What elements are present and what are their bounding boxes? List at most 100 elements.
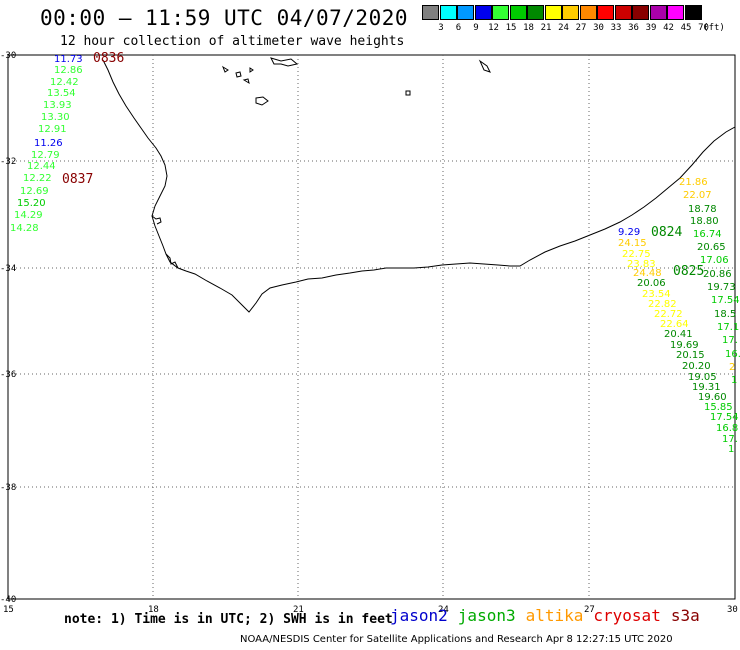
wave-height-value: 24.48 [633, 268, 662, 279]
colorbar-swatch [457, 5, 474, 20]
lon-tick-label: 21 [293, 605, 304, 615]
wave-height-value: 12.91 [38, 124, 67, 135]
wave-height-value: 12.79 [31, 150, 60, 161]
colorbar-swatch [667, 5, 684, 20]
wave-height-value: 17.06 [700, 255, 729, 266]
map-title: 00:00 – 11:59 UTC 04/07/2020 [40, 6, 409, 30]
wave-height-value: 20.06 [637, 278, 666, 289]
colorbar-label: 9 [473, 23, 479, 33]
map-subtitle: 12 hour collection of altimeter wave hei… [60, 34, 405, 49]
credit-line: NOAA/NESDIS Center for Satellite Applica… [240, 634, 673, 645]
colorbar-label: 18 [523, 23, 534, 33]
wave-height-value: 20.65 [697, 242, 726, 253]
wave-height-value: 22.72 [654, 309, 683, 320]
wave-height-value: 11.26 [34, 138, 63, 149]
wave-height-value: 9.29 [618, 227, 640, 238]
colorbar-swatch [544, 5, 562, 20]
colorbar-label: 24 [558, 23, 569, 33]
wave-height-value: 20.41 [664, 329, 693, 340]
legend-s3a: s3a [670, 606, 700, 625]
wave-height-value: 24.15 [618, 238, 647, 249]
colorbar-swatch [509, 5, 527, 20]
wave-height-value: 13.30 [41, 112, 70, 123]
colorbar-swatch [527, 5, 544, 20]
wave-height-value: 22.82 [648, 299, 677, 310]
wave-height-value: 22.64 [660, 319, 689, 330]
colorbar-swatch [632, 5, 649, 20]
colorbar-label: 6 [455, 23, 462, 33]
wave-height-value: 23.54 [642, 289, 671, 300]
legend-altika: altika [525, 606, 584, 625]
pass-time-label: 0825 [673, 264, 704, 279]
wave-height-value: 17.1 [717, 322, 739, 333]
wave-height-value: 12.42 [50, 77, 79, 88]
colorbar-label: 21 [540, 23, 552, 33]
lat-tick-label: -38 [0, 483, 16, 493]
colorbar-swatch [492, 5, 509, 20]
wave-height-value: 13.93 [43, 100, 72, 111]
colorbar-swatch [562, 5, 579, 20]
wave-height-value: 15.85 [704, 402, 733, 413]
wave-height-value: 20.15 [676, 350, 705, 361]
legend-jason3: jason3 [457, 606, 516, 625]
lon-tick-label: 24 [438, 605, 449, 615]
wave-height-value: 12.86 [54, 65, 83, 76]
colorbar-label: 39 [645, 23, 657, 33]
colorbar-swatch [684, 5, 702, 20]
wave-height-value: 20.86 [703, 269, 732, 280]
colorbar-swatch [579, 5, 597, 20]
footnote: note: 1) Time is in UTC; 2) SWH is in fe… [64, 612, 393, 627]
colorbar-swatch [422, 5, 439, 20]
coastline-detail-west [151, 215, 179, 269]
axis-ticks: 15 18 21 24 27 30-30-32-34-36-38-40 [0, 51, 738, 615]
wave-height-value: 19.05 [688, 372, 717, 383]
colorbar-swatch [439, 5, 457, 20]
colorbar-unit: (ft) [703, 23, 725, 33]
wave-height-value: 1 [731, 375, 737, 386]
graticule-grid [8, 55, 735, 599]
colorbar-label: 33 [610, 23, 622, 33]
wave-height-value: 20.20 [682, 361, 711, 372]
wave-height-value: 2 [729, 362, 735, 373]
pass-time-label: 0824 [651, 225, 682, 240]
colorbar-label: 27 [575, 23, 587, 33]
lat-tick-label: -40 [0, 595, 16, 605]
lat-tick-label: -30 [0, 51, 16, 61]
colorbar-label: 36 [628, 23, 639, 33]
wave-height-value: 21.86 [679, 177, 708, 188]
map-frame [7, 54, 736, 600]
wave-height-value: 16.8 [716, 423, 738, 434]
wave-height-value: 19.69 [670, 340, 699, 351]
wave-height-value: 19.31 [692, 382, 721, 393]
colorbar-swatch [474, 5, 492, 20]
wave-height-value: 12.44 [27, 161, 56, 172]
lat-tick-label: -32 [0, 157, 16, 167]
wave-height-value: 11.73 [54, 54, 83, 65]
wave-height-value: 14.29 [14, 210, 43, 221]
lat-tick-label: -36 [0, 370, 16, 380]
wave-height-value: 12.69 [20, 186, 49, 197]
wave-height-value: 18.80 [690, 216, 719, 227]
wave-height-value: 22.75 [622, 249, 651, 260]
lon-tick-label: 30 [727, 605, 738, 615]
lon-tick-label: 27 [584, 605, 595, 615]
wave-height-value: 22.07 [683, 190, 712, 201]
wave-height-value: 18.5 [714, 309, 736, 320]
colorbar-label: 70 [698, 23, 709, 33]
pass-time-label: 0836 [93, 51, 124, 66]
wave-height-value: 13.54 [47, 88, 76, 99]
wave-height-value: 19.73 [707, 282, 736, 293]
wave-height-value: 12.22 [23, 173, 52, 184]
wave-height-value: 16.74 [693, 229, 722, 240]
legend-cryosat: cryosat [593, 606, 661, 625]
colorbar-label: 15 [505, 23, 517, 33]
wave-height-value: 1 [728, 444, 734, 455]
wave-height-value: 16. [725, 349, 740, 360]
colorbar-label: 42 [663, 23, 674, 33]
satellite-legend: jason2 jason3 altika cryosat s3a [390, 606, 710, 625]
wave-height-value: 14.28 [10, 223, 39, 234]
wave-height-value: 17. [722, 335, 738, 346]
colorbar-label: 30 [593, 23, 604, 33]
wave-height-value: 23.83 [627, 259, 656, 270]
